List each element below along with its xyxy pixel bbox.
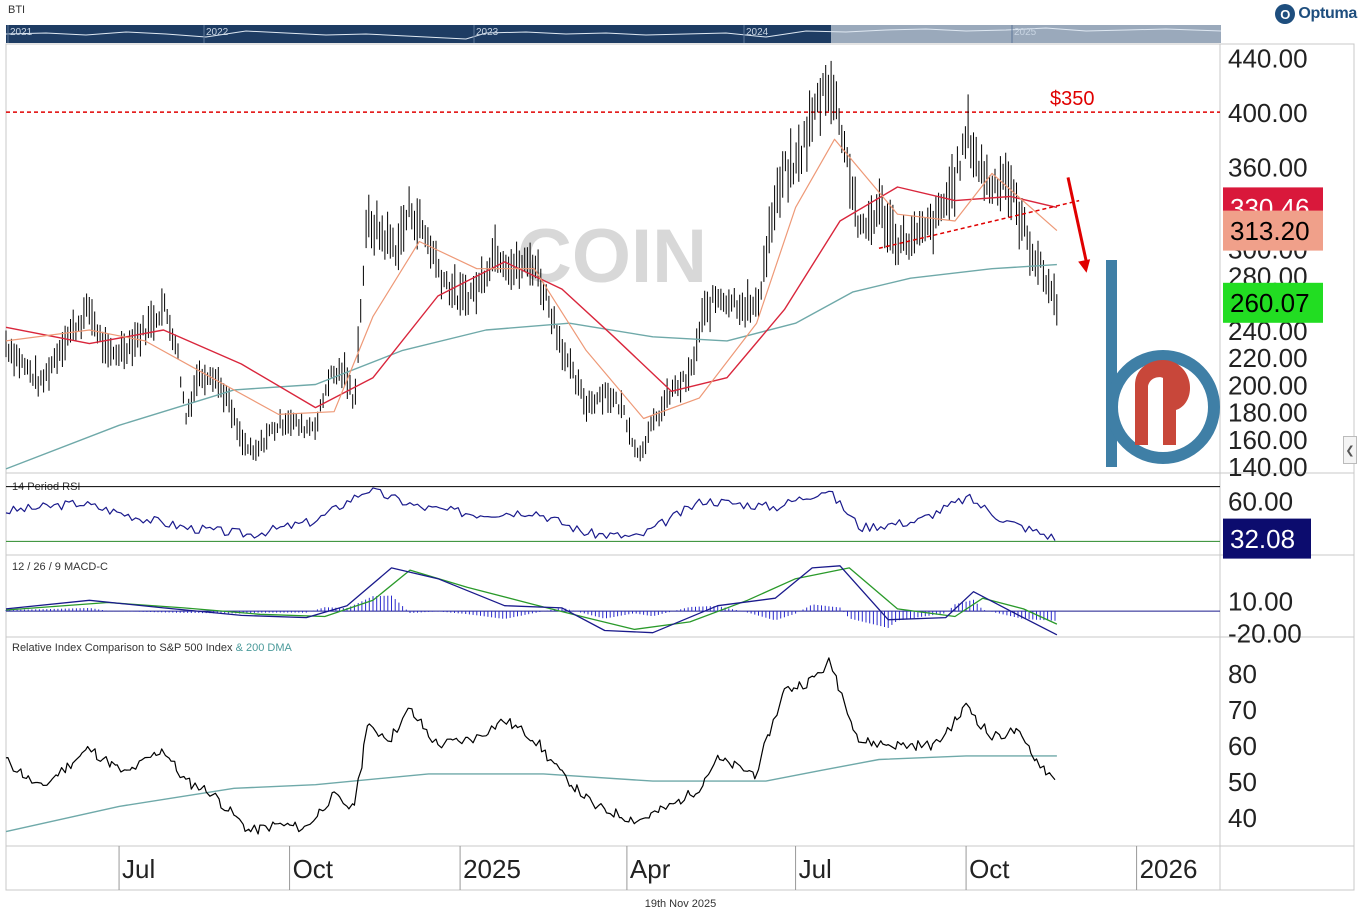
price-y-tick: 160.00 <box>1228 425 1308 455</box>
macd-y-tick: -20.00 <box>1228 619 1302 649</box>
relative-title-suffix: & 200 DMA <box>236 642 293 654</box>
x-tick-label: Oct <box>293 854 334 884</box>
relative-y-tick: 50 <box>1228 767 1257 797</box>
resistance-label: $350 <box>1050 88 1095 110</box>
footer-date: 19th Nov 2025 <box>644 898 717 910</box>
watermark-text: COIN <box>517 214 707 299</box>
brand-mark <box>1106 260 1220 467</box>
down-arrow-shaft <box>1066 177 1089 264</box>
macd-histogram <box>5 595 1056 628</box>
value-badge-text: 32.08 <box>1230 524 1295 554</box>
macd-title: 12 / 26 / 9 MACD-C <box>12 561 108 573</box>
x-tick-label: Jul <box>122 854 155 884</box>
relative-dma-line <box>5 755 1057 833</box>
navigator-year-label: 2023 <box>476 27 499 38</box>
ma-long-line <box>5 263 1057 470</box>
chart-frame <box>5 43 1355 891</box>
brand-mark-ring <box>1106 350 1220 464</box>
down-arrow-head <box>1078 259 1091 273</box>
navigator-year-label: 2024 <box>746 27 769 38</box>
price-bars <box>5 60 1058 462</box>
value-badge: 32.08 <box>1223 518 1311 559</box>
price-y-tick: 200.00 <box>1228 370 1308 400</box>
navigator-line <box>6 27 1221 40</box>
navigator-sparkline: 2021 2022 2023 2024 2025 <box>6 25 1221 43</box>
brand-mark-stem <box>1106 260 1117 467</box>
macd-signal-line <box>5 567 1058 631</box>
price-y-tick: 140.00 <box>1228 452 1308 482</box>
x-tick-label: 2026 <box>1140 854 1198 884</box>
trendline <box>878 199 1080 250</box>
macd-y-tick: 10.00 <box>1228 586 1293 616</box>
x-tick-label: Oct <box>969 854 1010 884</box>
price-y-tick: 440.00 <box>1228 44 1308 74</box>
value-badge-bg <box>1223 282 1323 323</box>
value-badge: 313.20 <box>1223 210 1323 251</box>
x-tick-label: 2025 <box>463 854 521 884</box>
value-badge-text: 260.07 <box>1230 288 1310 318</box>
navigator-year-label: 2021 <box>10 27 33 38</box>
navigator-year-label: 2025 <box>1014 27 1037 38</box>
macd-line <box>5 565 1058 636</box>
value-badge-text: 313.20 <box>1230 216 1310 246</box>
optuma-logo: O Optuma <box>1275 3 1357 25</box>
optuma-logo-text: Optuma <box>1298 5 1357 22</box>
relative-y-tick: 40 <box>1228 803 1257 833</box>
x-tick-label: Apr <box>630 854 671 884</box>
optuma-logo-icon: O <box>1275 4 1296 24</box>
navigator-year-label: 2022 <box>206 27 229 38</box>
value-badge-bg <box>1223 518 1311 559</box>
relative-line <box>5 657 1056 835</box>
relative-y-tick: 70 <box>1228 695 1257 725</box>
relative-title: Relative Index Comparison to S&P 500 Ind… <box>12 642 293 654</box>
date-navigator[interactable]: 2021 2022 2023 2024 2025 <box>6 25 1221 43</box>
ma-mid-line <box>5 186 1058 409</box>
price-y-tick: 180.00 <box>1228 398 1308 428</box>
collapse-panel-icon[interactable]: ❮ <box>1343 436 1357 464</box>
symbol-code: BTI <box>8 4 26 16</box>
ma-short-line <box>5 138 1058 420</box>
price-y-tick: 400.00 <box>1228 98 1308 128</box>
rsi-y-tick: 60.00 <box>1228 486 1293 516</box>
price-y-tick: 220.00 <box>1228 343 1308 373</box>
relative-y-tick: 80 <box>1228 659 1257 689</box>
x-tick-label: Jul <box>799 854 832 884</box>
brand-mark-letter <box>1135 360 1190 445</box>
relative-y-tick: 60 <box>1228 731 1257 761</box>
value-badge: 260.07 <box>1223 282 1323 323</box>
rsi-line <box>5 487 1056 541</box>
price-y-tick: 360.00 <box>1228 153 1308 183</box>
value-badge-bg <box>1223 210 1323 251</box>
